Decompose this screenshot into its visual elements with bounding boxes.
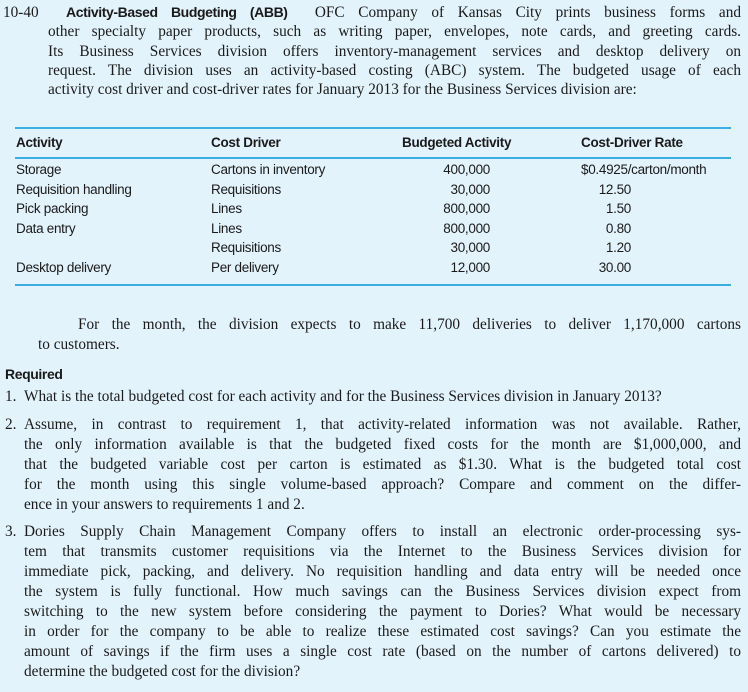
table-header-rule: [15, 157, 731, 159]
table-cell: 400,000: [443, 162, 490, 177]
table-cell: 12,000: [450, 260, 491, 275]
item-number: 2.: [5, 416, 17, 433]
item-line: the system is fully functional. How much…: [24, 583, 741, 600]
item-line: amount of savings if the firm uses a sin…: [24, 643, 741, 660]
item-line: determine the budgeted cost for the divi…: [24, 663, 301, 680]
item-number: 1.: [5, 388, 17, 405]
table-cell: 12.50: [598, 181, 632, 197]
required-heading: Required: [5, 366, 63, 382]
table-cell: 30,000: [450, 240, 491, 256]
item-line: Assume, in contrast to requirement 1, th…: [24, 416, 741, 433]
table-cell: Requisitions: [211, 181, 281, 197]
problem-intro: 10-40 Activity-Based Budgeting (ABB) OFC…: [3, 3, 741, 99]
table-cell: $0.4925/carton/month: [581, 162, 707, 177]
table-cell: Desktop delivery: [16, 260, 111, 275]
table-cell: Lines: [211, 220, 242, 236]
intro-line-first: 10-40 Activity-Based Budgeting (ABB) OFC…: [3, 3, 741, 22]
intro-line: other specialty paper products, such as …: [48, 23, 741, 41]
required-item-3: 3. Dories Supply Chain Management Company…: [5, 522, 741, 682]
required-item-2: 2. Assume, in contrast to requirement 1, …: [5, 415, 741, 515]
table-header-cell: Cost Driver: [211, 135, 281, 150]
table-cell: 800,000: [443, 220, 490, 236]
table-cell: 0.80: [605, 220, 631, 236]
table-cell: Cartons in inventory: [211, 162, 326, 177]
item-line: tem that transmits customer requisitions…: [24, 543, 741, 560]
table-cell: Pick packing: [16, 201, 89, 217]
intro-line: request. The division uses an activity-b…: [48, 61, 741, 79]
required-item-1: 1. What is the total budgeted cost for ea…: [5, 387, 741, 407]
item-line: Dories Supply Chain Management Company o…: [24, 523, 741, 540]
table-cell: Per delivery: [211, 260, 279, 275]
intro-line: Its Business Services division offers in…: [48, 42, 741, 60]
item-line: the only information available is that t…: [24, 436, 741, 453]
note-line: For the month, the division expects to m…: [78, 316, 741, 333]
table-top-rule: [15, 127, 731, 129]
item-line: that the budgeted variable cost per cart…: [24, 456, 741, 473]
table-cell: 1.50: [605, 201, 631, 217]
intro-line: activity cost driver and cost-driver rat…: [48, 81, 637, 99]
note-paragraph: For the month, the division expects to m…: [38, 315, 741, 355]
item-line: ence in your answers to requirements 1 a…: [24, 496, 305, 513]
item-line: in order for the company to be able to r…: [24, 623, 741, 640]
problem-number: 10-40: [3, 4, 39, 21]
table-cell: Storage: [16, 162, 62, 177]
table-cell: Lines: [211, 201, 242, 217]
table-cell: 1.20: [605, 240, 631, 256]
table-bottom-rule: [15, 284, 731, 286]
table-header-cell: Activity: [16, 135, 63, 150]
note-line: to customers.: [38, 336, 120, 353]
table-header-cell: Budgeted Activity: [402, 135, 512, 150]
table-cell: Requisitions: [211, 240, 281, 256]
table-cell: Data entry: [16, 220, 76, 236]
table-cell: 30,000: [450, 181, 491, 197]
item-number: 3.: [5, 523, 17, 540]
item-line: for the month using this single volume-b…: [24, 476, 741, 493]
item-line: immediate pick, packing, and delivery. N…: [24, 563, 741, 580]
item-line: What is the total budgeted cost for each…: [24, 388, 662, 405]
item-line: switching to the new system before consi…: [24, 603, 741, 620]
table-cell: 30.00: [598, 260, 632, 275]
table-cell: Requisition handling: [16, 181, 132, 197]
table-cell: 800,000: [443, 201, 490, 217]
intro-text: OFC Company of Kansas City prints busine…: [314, 4, 741, 21]
table-header-cell: Cost-Driver Rate: [581, 135, 683, 150]
problem-title: Activity-Based Budgeting (ABB): [66, 4, 288, 20]
